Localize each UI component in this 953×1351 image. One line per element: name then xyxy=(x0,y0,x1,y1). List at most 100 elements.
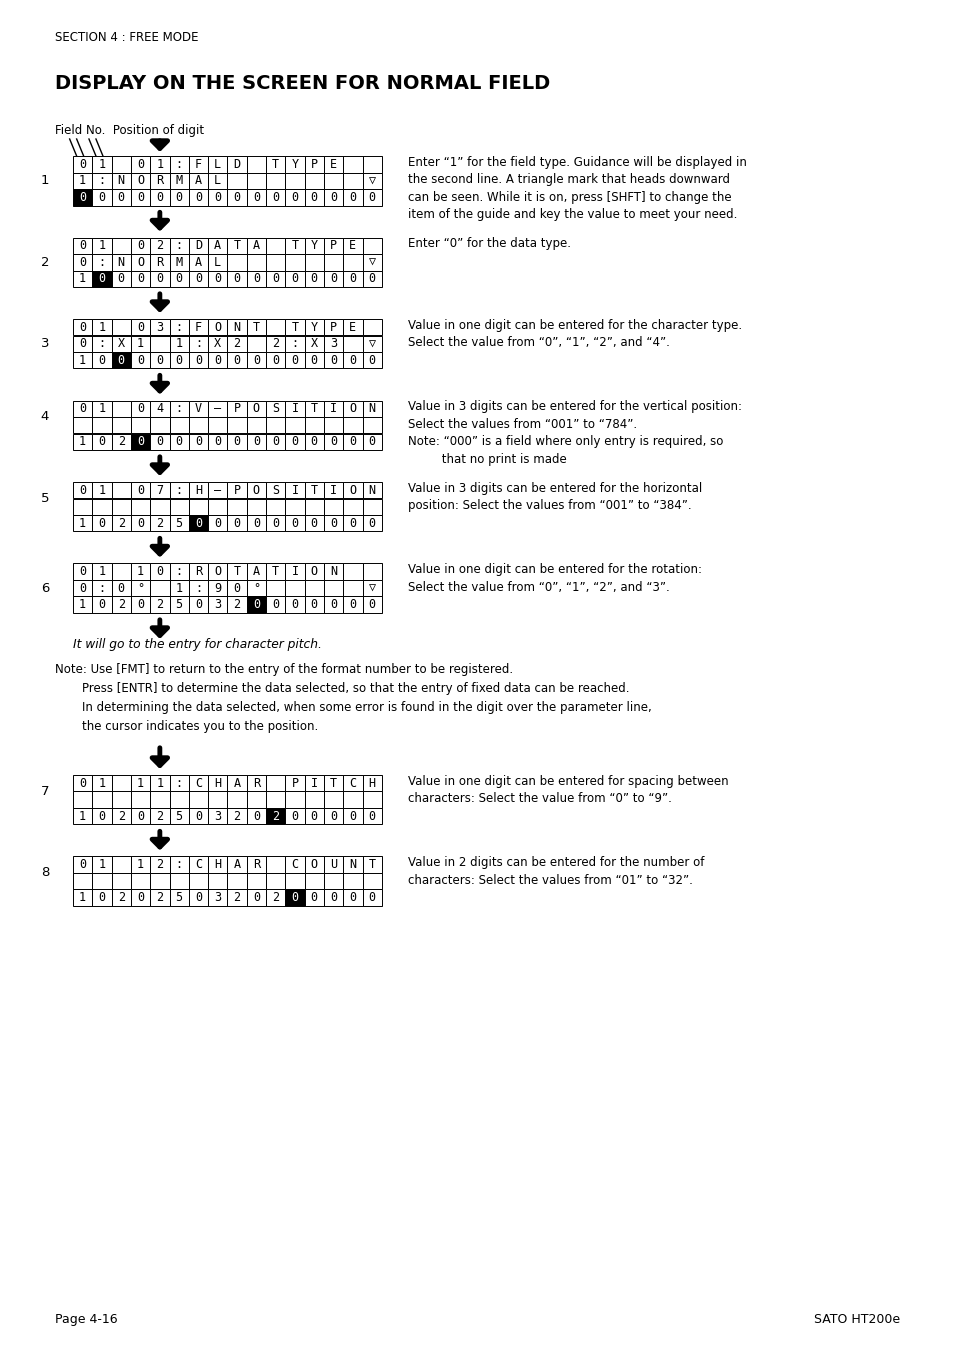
Text: 0: 0 xyxy=(311,809,317,823)
Text: Press [ENTR] to determine the data selected, so that the entry of fixed data can: Press [ENTR] to determine the data selec… xyxy=(82,682,629,694)
Text: R: R xyxy=(156,174,163,188)
Bar xyxy=(189,400,208,417)
Bar xyxy=(208,889,227,907)
Text: 1: 1 xyxy=(79,354,86,366)
Bar xyxy=(343,319,362,335)
Text: I: I xyxy=(330,484,336,497)
Text: Note: Use [FMT] to return to the entry of the format number to be registered.: Note: Use [FMT] to return to the entry o… xyxy=(55,663,513,676)
Text: 0: 0 xyxy=(137,354,144,366)
Text: 4: 4 xyxy=(41,411,50,423)
Bar xyxy=(170,335,189,353)
Bar xyxy=(304,417,324,434)
Text: 0: 0 xyxy=(137,403,144,415)
Bar xyxy=(247,335,266,353)
Bar xyxy=(362,335,381,353)
Bar xyxy=(343,254,362,270)
Bar xyxy=(343,515,362,531)
Bar xyxy=(112,434,131,450)
Bar xyxy=(131,238,150,254)
Bar xyxy=(92,597,112,613)
Bar xyxy=(247,319,266,335)
Bar xyxy=(170,889,189,907)
Bar xyxy=(362,319,381,335)
Text: T: T xyxy=(330,777,336,790)
Bar xyxy=(131,254,150,270)
Bar xyxy=(150,792,170,808)
Text: E: E xyxy=(349,320,356,334)
Bar xyxy=(112,808,131,824)
Text: item of the guide and key the value to meet your need.: item of the guide and key the value to m… xyxy=(408,208,737,222)
Bar xyxy=(73,189,92,205)
Text: H: H xyxy=(214,858,221,871)
Bar xyxy=(92,580,112,597)
Bar xyxy=(247,353,266,369)
Bar xyxy=(324,238,343,254)
Bar xyxy=(150,873,170,889)
Bar xyxy=(131,417,150,434)
Text: 0: 0 xyxy=(330,273,336,285)
Bar xyxy=(131,499,150,515)
Text: O: O xyxy=(137,255,144,269)
Text: 0: 0 xyxy=(291,598,298,611)
Text: A: A xyxy=(253,239,259,253)
Bar xyxy=(73,889,92,907)
Bar xyxy=(362,597,381,613)
Bar xyxy=(112,173,131,189)
Bar xyxy=(189,270,208,286)
Bar xyxy=(343,889,362,907)
Bar xyxy=(227,482,247,499)
Bar xyxy=(266,482,285,499)
Bar xyxy=(227,580,247,597)
Text: O: O xyxy=(137,174,144,188)
Text: Select the value from “0”, “1”, “2”, and “4”.: Select the value from “0”, “1”, “2”, and… xyxy=(408,336,669,350)
Text: O: O xyxy=(349,484,356,497)
Bar xyxy=(208,254,227,270)
Text: 0: 0 xyxy=(214,435,221,449)
Bar xyxy=(92,499,112,515)
Text: 0: 0 xyxy=(349,435,356,449)
Text: 2: 2 xyxy=(117,809,125,823)
Bar xyxy=(285,597,304,613)
Text: 0: 0 xyxy=(194,273,202,285)
Text: C: C xyxy=(194,858,202,871)
Bar xyxy=(343,808,362,824)
Bar xyxy=(150,499,170,515)
Text: 0: 0 xyxy=(311,273,317,285)
Text: Enter “1” for the field type. Guidance will be displayed in: Enter “1” for the field type. Guidance w… xyxy=(408,155,746,169)
Bar xyxy=(170,155,189,173)
Bar xyxy=(227,173,247,189)
Text: O: O xyxy=(214,565,221,578)
Text: N: N xyxy=(368,484,375,497)
Bar xyxy=(362,873,381,889)
Bar xyxy=(170,857,189,873)
Bar xyxy=(304,563,324,580)
Text: 0: 0 xyxy=(117,354,125,366)
Text: 0: 0 xyxy=(349,273,356,285)
Bar xyxy=(343,580,362,597)
Bar xyxy=(131,580,150,597)
Bar xyxy=(247,563,266,580)
Bar xyxy=(285,563,304,580)
Text: 0: 0 xyxy=(79,484,86,497)
Text: 1: 1 xyxy=(79,435,86,449)
Text: 0: 0 xyxy=(137,892,144,904)
Bar xyxy=(362,792,381,808)
Text: V: V xyxy=(194,403,202,415)
Bar xyxy=(189,889,208,907)
Text: 0: 0 xyxy=(137,158,144,170)
Text: can be seen. While it is on, press [SHFT] to change the: can be seen. While it is on, press [SHFT… xyxy=(408,190,731,204)
Bar xyxy=(266,353,285,369)
Text: 1: 1 xyxy=(98,403,106,415)
Bar xyxy=(170,775,189,792)
Bar xyxy=(324,155,343,173)
Bar xyxy=(362,499,381,515)
Text: 0: 0 xyxy=(98,809,106,823)
Bar xyxy=(304,873,324,889)
Bar xyxy=(247,238,266,254)
Bar xyxy=(73,417,92,434)
Text: 0: 0 xyxy=(137,598,144,611)
Text: 0: 0 xyxy=(349,190,356,204)
Bar xyxy=(112,417,131,434)
Bar xyxy=(285,515,304,531)
Bar xyxy=(150,254,170,270)
